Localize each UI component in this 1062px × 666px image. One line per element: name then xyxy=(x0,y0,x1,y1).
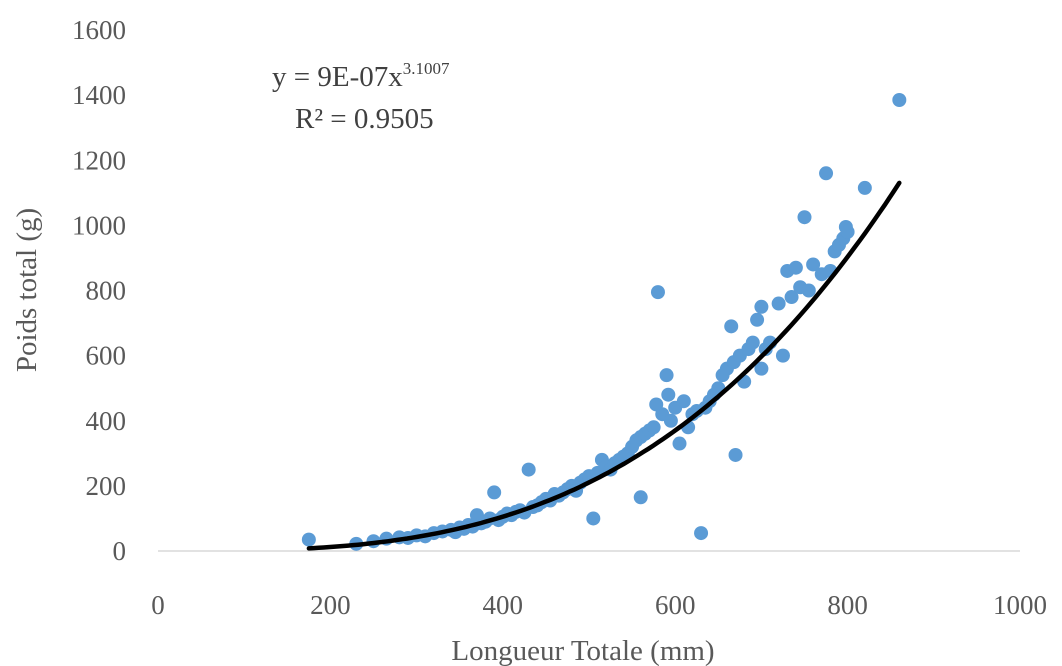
r-squared-label: R² = 0.9505 xyxy=(295,103,434,135)
power-trendline xyxy=(309,183,899,549)
data-point xyxy=(729,448,743,462)
data-point xyxy=(724,319,738,333)
x-axis-title: Longueur Totale (mm) xyxy=(451,635,714,666)
data-point xyxy=(776,349,790,363)
data-point xyxy=(677,394,691,408)
data-point xyxy=(754,300,768,314)
x-tick-label: 800 xyxy=(827,590,868,620)
data-point xyxy=(750,313,764,327)
data-point xyxy=(664,414,678,428)
data-point xyxy=(487,485,501,499)
data-point xyxy=(694,526,708,540)
data-point xyxy=(634,490,648,504)
data-point xyxy=(660,368,674,382)
data-point xyxy=(892,93,906,107)
equation-exponent: 3.1007 xyxy=(403,59,450,78)
x-tick-label: 600 xyxy=(655,590,696,620)
x-tick-label: 200 xyxy=(310,590,351,620)
y-tick-label: 1600 xyxy=(72,15,126,45)
y-axis-title: Poids total (g) xyxy=(11,208,43,372)
equation-main: y = 9E-07x xyxy=(272,61,403,93)
y-tick-label: 600 xyxy=(86,341,127,371)
data-point xyxy=(522,463,536,477)
data-point xyxy=(858,181,872,195)
data-point xyxy=(673,437,687,451)
y-tick-label: 1200 xyxy=(72,145,126,175)
x-tick-labels: 0 200 400 600 800 1000 xyxy=(151,590,1047,620)
y-tick-labels: 0 200 400 600 800 1000 1200 1400 1600 xyxy=(72,15,126,566)
y-tick-label: 0 xyxy=(113,536,127,566)
y-tick-label: 1400 xyxy=(72,80,126,110)
y-tick-label: 400 xyxy=(86,406,127,436)
data-point xyxy=(772,297,786,311)
y-tick-label: 800 xyxy=(86,276,127,306)
data-point xyxy=(586,511,600,525)
x-tick-label: 1000 xyxy=(993,590,1047,620)
data-point xyxy=(798,210,812,224)
x-tick-label: 0 xyxy=(151,590,165,620)
data-point xyxy=(802,284,816,298)
y-tick-label: 1000 xyxy=(72,210,126,240)
data-points xyxy=(302,93,906,551)
data-point xyxy=(651,285,665,299)
x-tick-label: 400 xyxy=(483,590,524,620)
y-tick-label: 200 xyxy=(86,471,127,501)
data-point xyxy=(789,261,803,275)
trendline-equation: y = 9E-07x3.1007 xyxy=(272,59,450,93)
data-point xyxy=(661,388,675,402)
data-point xyxy=(647,420,661,434)
data-point xyxy=(819,166,833,180)
data-point xyxy=(302,533,316,547)
data-point xyxy=(841,225,855,239)
data-point xyxy=(746,336,760,350)
